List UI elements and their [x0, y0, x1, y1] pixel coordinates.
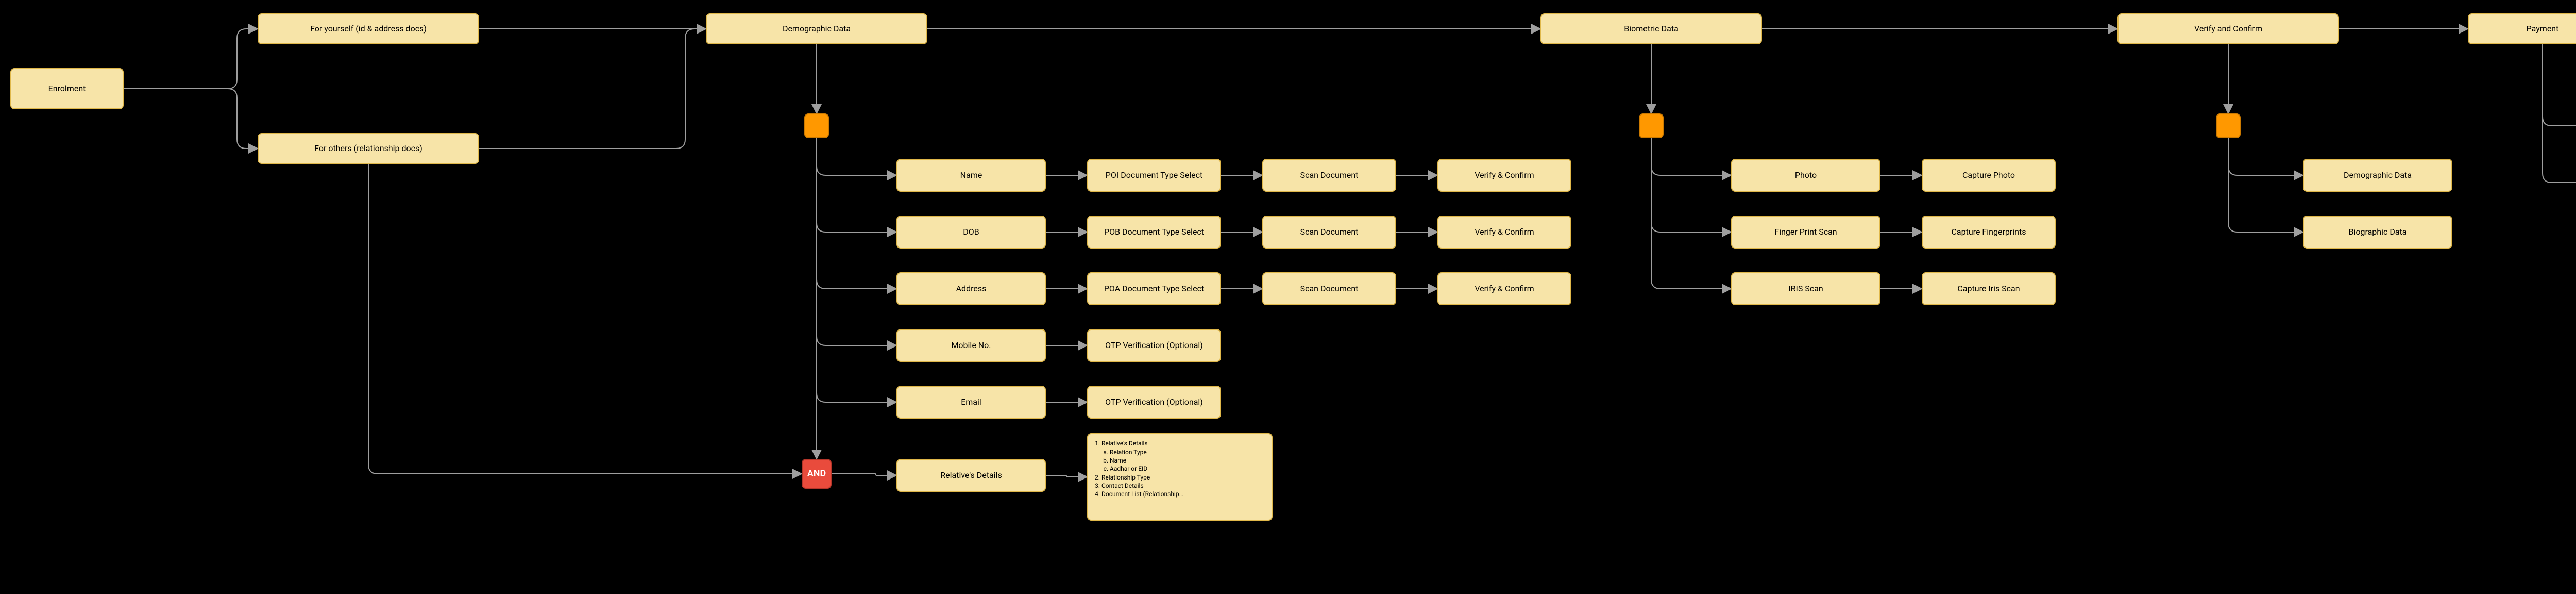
node-label: Biographic Data	[2349, 227, 2407, 237]
node-iris: IRIS Scan	[1731, 272, 1880, 305]
node-vc3: Verify & Confirm	[1437, 272, 1571, 305]
node-pob: POB Document Type Select	[1087, 216, 1221, 249]
node-name: Name	[896, 159, 1046, 192]
edge-for_others-demographic	[479, 29, 706, 148]
node-label: For yourself (id & address docs)	[310, 24, 427, 34]
node-label: OTP Verification (Optional)	[1105, 340, 1203, 351]
node-label: Verify and Confirm	[2194, 24, 2262, 34]
node-cap_finger: Capture Fingerprints	[1922, 216, 2056, 249]
node-label: AND	[807, 468, 826, 480]
node-label: Demographic Data	[783, 24, 851, 34]
edge-enrolment-for_others	[124, 89, 258, 148]
node-relatives_note: Relative's DetailsRelation TypeNameAadha…	[1087, 433, 1273, 521]
node-label: IRIS Scan	[1788, 284, 1823, 294]
node-bio_gate	[1639, 113, 1664, 138]
node-label: Photo	[1795, 170, 1817, 180]
node-poa: POA Document Type Select	[1087, 272, 1221, 305]
note-item: Contact Details	[1101, 482, 1183, 490]
edge-bio_gate-iris	[1651, 138, 1731, 289]
note-subitem: Relation Type	[1110, 449, 1183, 456]
node-label: Capture Photo	[1962, 170, 2015, 180]
edge-payment-cash	[2543, 44, 2576, 183]
edge-demo_gate-mobile	[817, 138, 896, 345]
node-relatives: Relative's Details	[896, 459, 1046, 492]
node-label: Biometric Data	[1624, 24, 1679, 34]
node-label: Name	[960, 170, 982, 180]
note-subitem: Aadhar or EID	[1110, 465, 1183, 473]
note-item: Relative's DetailsRelation TypeNameAadha…	[1101, 440, 1183, 473]
node-label: Mobile No.	[951, 340, 991, 351]
node-scan3: Scan Document	[1262, 272, 1396, 305]
node-demographic: Demographic Data	[706, 13, 927, 44]
edge-and_gate-relatives	[832, 474, 896, 475]
node-label: Scan Document	[1300, 284, 1359, 294]
node-and_gate: AND	[802, 459, 832, 489]
note-subitem: Name	[1110, 457, 1183, 465]
edge-for_others-and_gate	[368, 164, 802, 474]
node-demo_gate	[804, 113, 829, 138]
edge-demo_gate-address	[817, 138, 896, 289]
node-label: Capture Fingerprints	[1952, 227, 2026, 237]
node-biometric: Biometric Data	[1540, 13, 1762, 44]
node-vc_bio: Biographic Data	[2303, 216, 2452, 249]
node-label: Capture Iris Scan	[1957, 284, 2020, 294]
node-poi: POI Document Type Select	[1087, 159, 1221, 192]
node-scan1: Scan Document	[1262, 159, 1396, 192]
node-otp_email: OTP Verification (Optional)	[1087, 386, 1221, 419]
edge-demo_gate-email	[817, 138, 896, 402]
edge-vc_gate-vc_demo	[2228, 138, 2303, 175]
node-label: Scan Document	[1300, 170, 1359, 180]
node-otp_mobile: OTP Verification (Optional)	[1087, 329, 1221, 362]
node-label: Relative's Details	[940, 470, 1002, 481]
edge-demo_gate-dob	[817, 138, 896, 232]
edge-bio_gate-fingerprint	[1651, 138, 1731, 232]
node-label: Email	[961, 397, 981, 407]
node-label: Address	[956, 284, 987, 294]
node-label: Demographic Data	[2344, 170, 2412, 180]
node-cap_photo: Capture Photo	[1922, 159, 2056, 192]
node-payment: Payment	[2468, 13, 2576, 44]
node-cap_iris: Capture Iris Scan	[1922, 272, 2056, 305]
node-label: Verify & Confirm	[1475, 170, 1534, 180]
node-label: Payment	[2527, 24, 2559, 34]
node-label: Scan Document	[1300, 227, 1359, 237]
edge-relatives-relatives_note	[1046, 475, 1087, 477]
edge-enrolment-for_yourself	[124, 29, 258, 89]
node-for_others: For others (relationship docs)	[258, 133, 479, 164]
node-label: POA Document Type Select	[1104, 284, 1204, 294]
node-enrolment: Enrolment	[10, 68, 124, 109]
node-label: Verify & Confirm	[1475, 227, 1534, 237]
node-label: OTP Verification (Optional)	[1105, 397, 1203, 407]
edge-payment-online	[2543, 44, 2576, 126]
node-vc2: Verify & Confirm	[1437, 216, 1571, 249]
node-label: POB Document Type Select	[1104, 227, 1204, 237]
node-label: Enrolment	[48, 84, 86, 94]
node-label: POI Document Type Select	[1106, 170, 1202, 180]
node-dob: DOB	[896, 216, 1046, 249]
node-label: Finger Print Scan	[1774, 227, 1837, 237]
edge-vc_gate-vc_bio	[2228, 138, 2303, 232]
node-photo: Photo	[1731, 159, 1880, 192]
node-verify_confirm: Verify and Confirm	[2117, 13, 2339, 44]
node-label: Verify & Confirm	[1475, 284, 1534, 294]
note-item: Relationship Type	[1101, 474, 1183, 482]
edge-demo_gate-name	[817, 138, 896, 175]
node-label: For others (relationship docs)	[314, 143, 422, 154]
node-fingerprint: Finger Print Scan	[1731, 216, 1880, 249]
node-vc1: Verify & Confirm	[1437, 159, 1571, 192]
node-vc_gate	[2216, 113, 2241, 138]
note-item: Document List (Relationship…	[1101, 490, 1183, 498]
node-mobile: Mobile No.	[896, 329, 1046, 362]
node-address: Address	[896, 272, 1046, 305]
diagram-stage: Enrolment For yourself (id & address docs…	[0, 0, 2576, 594]
edge-bio_gate-photo	[1651, 138, 1731, 175]
node-for_yourself: For yourself (id & address docs)	[258, 13, 479, 44]
node-vc_demo: Demographic Data	[2303, 159, 2452, 192]
node-email: Email	[896, 386, 1046, 419]
node-scan2: Scan Document	[1262, 216, 1396, 249]
node-label: DOB	[963, 227, 979, 237]
